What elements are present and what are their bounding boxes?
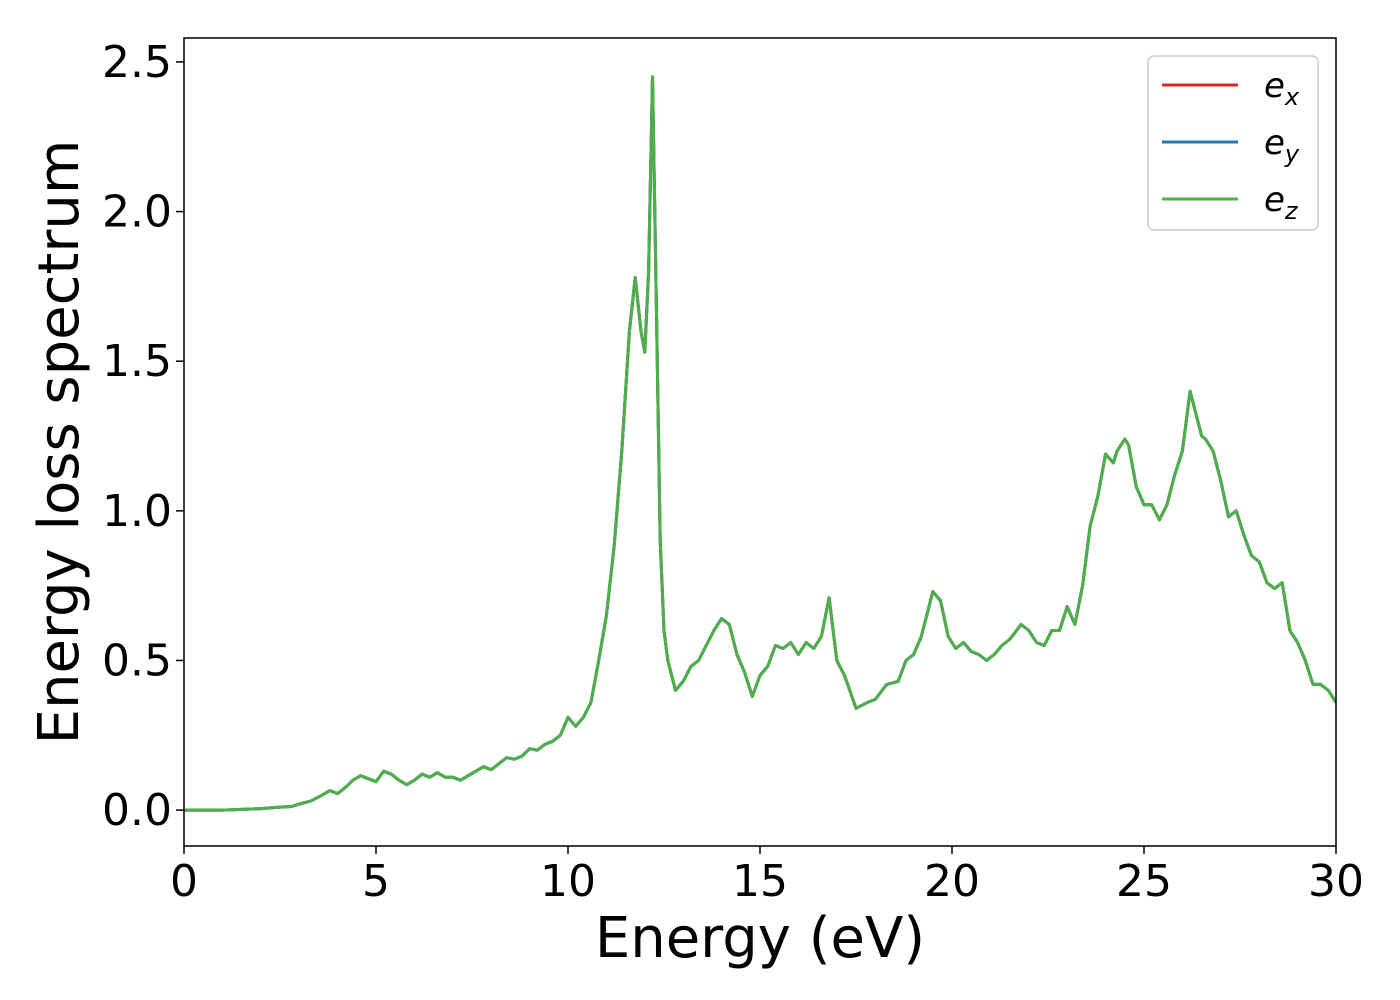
y-axis-title: Energy loss spectrum xyxy=(27,140,92,745)
legend: ex ey ez xyxy=(1147,55,1319,231)
legend-label-e-x: ex xyxy=(1264,66,1300,111)
x-axis-title: Energy (eV) xyxy=(595,906,925,971)
x-tick-label: 15 xyxy=(732,856,788,907)
x-tick-label: 0 xyxy=(170,856,198,907)
y-tick-label: 2.5 xyxy=(102,37,172,88)
y-tick-label: 2.0 xyxy=(102,187,172,238)
series-line-e-z xyxy=(184,75,1336,812)
x-tick-label: 30 xyxy=(1308,856,1364,907)
x-tick-label: 20 xyxy=(924,856,980,907)
x-axis-ticks: 0 5 10 15 20 25 30 xyxy=(170,846,1364,907)
y-axis-ticks: 0.0 0.5 1.0 1.5 2.0 2.5 xyxy=(102,37,184,836)
x-tick-label: 25 xyxy=(1116,856,1172,907)
series-layer xyxy=(184,75,1336,812)
x-tick-label: 5 xyxy=(362,856,390,907)
y-tick-label: 0.0 xyxy=(102,785,172,836)
x-tick-label: 10 xyxy=(540,856,596,907)
legend-label-e-y: ey xyxy=(1264,123,1300,168)
y-tick-label: 0.5 xyxy=(102,635,172,686)
legend-label-e-z: ez xyxy=(1264,180,1299,225)
y-tick-label: 1.5 xyxy=(102,336,172,387)
y-tick-label: 1.0 xyxy=(102,486,172,537)
